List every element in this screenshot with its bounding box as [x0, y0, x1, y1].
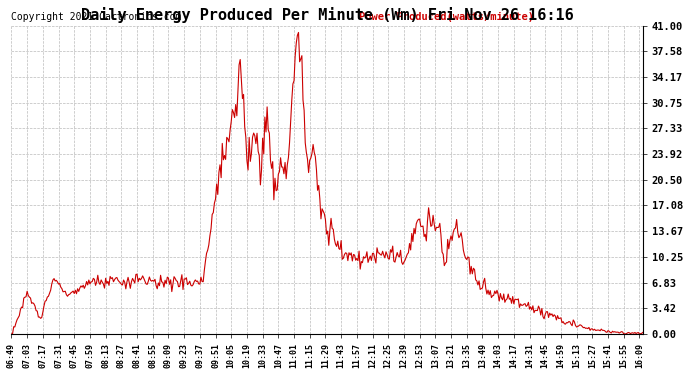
Title: Daily Energy Produced Per Minute (Wm) Fri Nov 26 16:16: Daily Energy Produced Per Minute (Wm) Fr…	[81, 7, 573, 23]
Text: Power Produced(watts/minute): Power Produced(watts/minute)	[359, 12, 533, 22]
Text: Copyright 2021 Cartronics.com: Copyright 2021 Cartronics.com	[12, 12, 182, 22]
